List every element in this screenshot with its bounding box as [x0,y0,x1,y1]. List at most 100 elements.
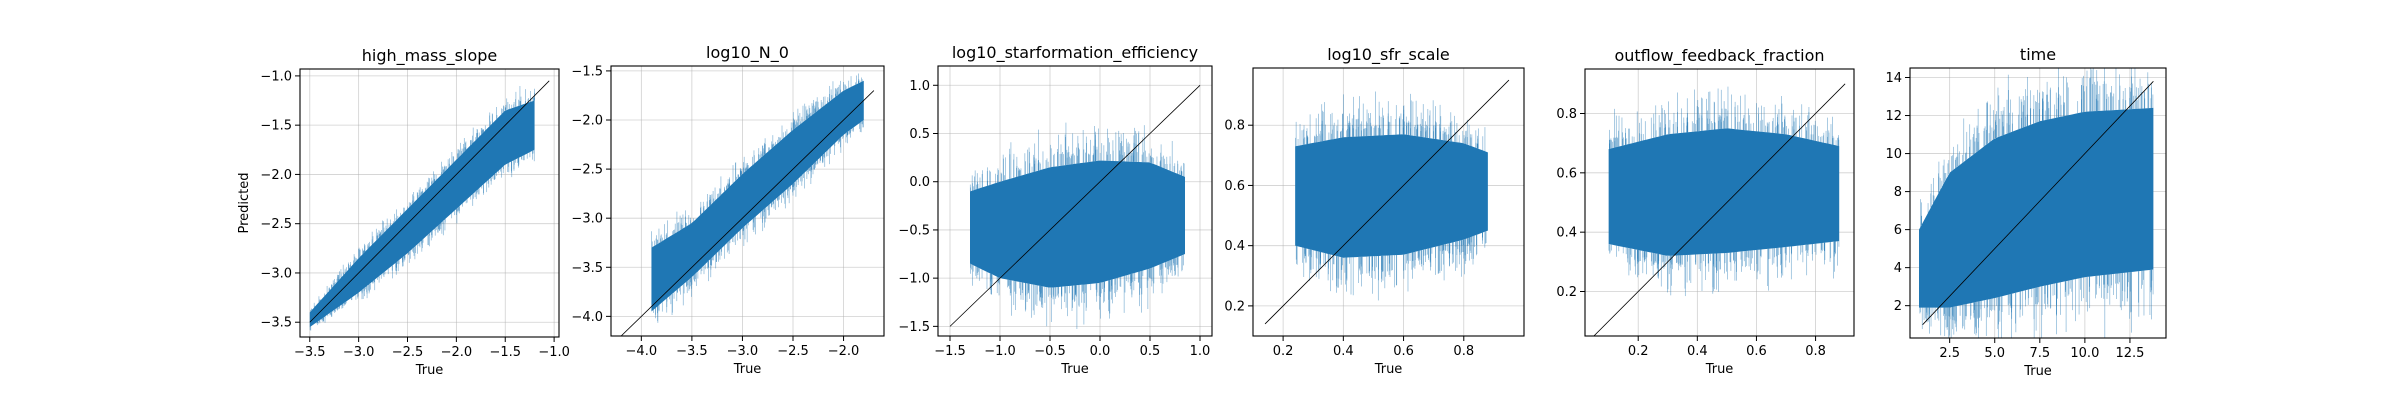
x-tick-label: 1.0 [1190,344,1211,359]
x-tick-label: −4.0 [626,344,658,359]
y-tick-label: 1.0 [909,79,930,94]
x-axis-label: True [1060,362,1089,377]
data-band [1919,107,2154,308]
x-tick-label: 0.2 [1628,344,1649,359]
y-tick-label: −2.5 [260,217,292,232]
data-series [969,122,1185,330]
chart-panel-2: −4.0 −3.5 −3.0 −2.5 −2.0 −4.0 −3.5 −3.0 −2.5 −2.0… [571,43,885,377]
x-tick-label: −3.5 [294,345,326,360]
data-series [651,73,864,323]
axes-frame [1909,67,2167,339]
x-tick-label: −1.5 [489,345,521,360]
x-tick-label: 2.5 [1939,346,1960,361]
y-tick-label: 8 [1894,185,1902,200]
y-tick-label: −3.5 [260,316,292,331]
x-tick-label: 5.0 [1984,346,2005,361]
chart-title: log10_sfr_scale [1327,45,1450,65]
x-tick-label: −2.5 [392,345,424,360]
identity-line [1264,79,1510,325]
x-tick-label: −1.0 [984,344,1016,359]
y-tick-label: −1.0 [898,272,930,287]
y-tick-label: 0.4 [1556,226,1577,241]
chart-panel-4: 0.2 0.4 0.6 0.8 0.2 0.4 0.6 0.8 log10_sfr_scale T… [1224,45,1525,377]
y-tick-label: −1.5 [260,119,292,134]
chart-title: log10_N_0 [706,43,789,63]
data-band [1295,134,1488,258]
chart-panel-5: 0.2 0.4 0.6 0.8 0.2 0.4 0.6 0.8 outflow_feedback… [1556,46,1855,377]
data-series [1919,68,2154,338]
data-band [1608,128,1840,256]
x-tick-label: 0.6 [1746,344,1767,359]
x-tick-label: 0.8 [1453,344,1474,359]
chart-panel-3: −1.5 −1.0 −0.5 0.0 0.5 1.0 −1.5 −1.0 −0.5 0.0 0.5 1… [898,43,1213,377]
x-tick-label: 7.5 [2029,346,2050,361]
axes-frame [610,65,885,337]
chart-title: high_mass_slope [362,46,498,66]
axes-frame [1252,67,1525,337]
chart-title: outflow_feedback_fraction [1614,46,1824,66]
x-axis-label: True [733,362,762,377]
x-tick-label: 0.4 [1333,344,1354,359]
x-axis-label: True [1705,362,1734,377]
data-band [970,160,1185,288]
y-tick-label: −1.5 [898,320,930,335]
x-tick-label: 0.2 [1273,344,1294,359]
x-axis-label: True [1374,362,1403,377]
x-tick-label: −0.5 [1034,344,1066,359]
data-band [309,100,535,328]
y-tick-label: 10 [1885,147,1902,162]
x-tick-label: −2.0 [441,345,473,360]
y-tick-label: 14 [1885,71,1902,86]
y-tick-label: −1.0 [260,69,292,84]
identity-line [309,80,550,323]
identity-line [620,90,875,336]
y-tick-label: 6 [1894,223,1902,238]
y-tick-label: 12 [1885,109,1902,124]
x-tick-label: 10.0 [2070,346,2099,361]
y-tick-label: 4 [1894,261,1902,276]
y-tick-label: 0.4 [1224,239,1245,254]
y-tick-label: −1.5 [571,64,603,79]
x-tick-label: −3.0 [727,344,759,359]
y-tick-label: −3.5 [571,261,603,276]
axes-frame [299,68,560,338]
x-tick-label: −1.5 [934,344,966,359]
y-tick-label: −2.5 [571,163,603,178]
y-tick-label: −2.0 [260,168,292,183]
x-tick-label: 0.8 [1805,344,1826,359]
data-series [309,86,535,331]
y-tick-label: −0.5 [898,223,930,238]
x-tick-label: 0.6 [1393,344,1414,359]
chart-panel-1: −3.5 −3.0 −2.5 −2.0 −1.5 −1.0 −3.5 −3.0 −2.5 −2.0… [237,46,570,378]
x-tick-label: 0.4 [1687,344,1708,359]
y-tick-label: 0.8 [1224,119,1245,134]
y-tick-label: 0.8 [1556,107,1577,122]
identity-line [1922,81,2154,325]
y-tick-label: 0.2 [1224,299,1245,314]
y-tick-label: −3.0 [260,266,292,281]
data-series [1295,91,1488,301]
x-tick-label: −3.0 [343,345,375,360]
data-band [651,80,864,312]
y-tick-label: 0.6 [1556,166,1577,181]
x-tick-label: 0.5 [1140,344,1161,359]
axes-frame [1584,68,1855,337]
y-tick-label: 0.5 [909,127,930,142]
x-axis-label: True [2023,364,2052,379]
chart-title: time [2020,45,2056,64]
chart-title: log10_starformation_efficiency [952,43,1198,63]
x-axis-label: True [415,363,444,378]
x-tick-label: 0.0 [1090,344,1111,359]
data-series [1608,86,1840,297]
chart-panel-6: 2.5 5.0 7.5 10.0 12.5 2 4 6 8 10 12 14 time True [1885,45,2167,379]
axes-frame [937,65,1213,337]
y-tick-label: −2.0 [571,114,603,129]
y-tick-label: 0.2 [1556,285,1577,300]
y-tick-label: −4.0 [571,310,603,325]
y-tick-label: 0.0 [909,175,930,190]
x-tick-label: −3.5 [676,344,708,359]
y-tick-label: 2 [1894,299,1902,314]
x-tick-label: −1.0 [538,345,570,360]
x-tick-label: −2.5 [777,344,809,359]
